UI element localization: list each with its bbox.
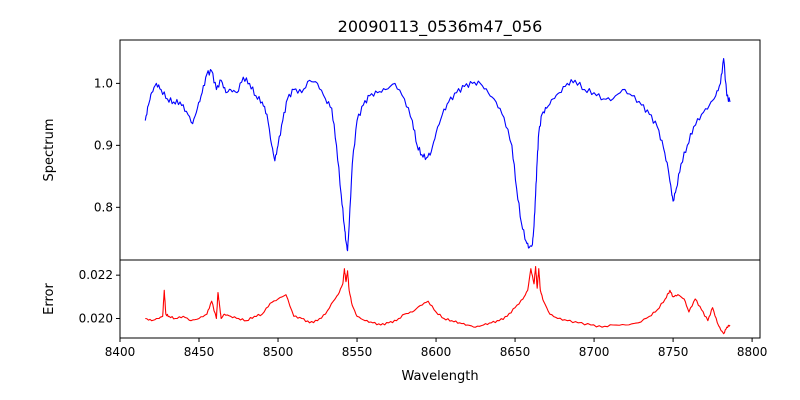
wavelength-x-ticks: 8400 8450 8500 8550 8600 8650 8700 8750 8800 bbox=[105, 338, 768, 359]
error-y-tick-label: 0.022 bbox=[79, 268, 113, 282]
x-tick-label: 8650 bbox=[500, 345, 531, 359]
error-axes-frame bbox=[119, 259, 761, 339]
spectrum-y-tick-label: 0.8 bbox=[94, 200, 113, 214]
error-series bbox=[145, 265, 731, 335]
spectrum-y-tick-label: 0.9 bbox=[94, 138, 113, 152]
error-y-tick-label: 0.020 bbox=[79, 312, 113, 326]
error-line bbox=[145, 265, 731, 335]
x-tick-label: 8400 bbox=[105, 345, 136, 359]
wavelength-x-label: Wavelength bbox=[401, 369, 478, 384]
x-tick-label: 8550 bbox=[342, 345, 373, 359]
x-tick-label: 8500 bbox=[263, 345, 294, 359]
spectrum-y-ticks: 0.8 0.9 1.0 bbox=[94, 76, 120, 214]
error-y-ticks: 0.020 0.022 bbox=[79, 268, 120, 326]
spectrum-y-label: Spectrum bbox=[42, 119, 57, 182]
x-tick-label: 8800 bbox=[737, 345, 768, 359]
x-tick-label: 8600 bbox=[421, 345, 452, 359]
x-tick-label: 8450 bbox=[184, 345, 215, 359]
x-tick-label: 8700 bbox=[579, 345, 610, 359]
error-y-label: Error bbox=[42, 283, 57, 315]
spectrum-line bbox=[144, 58, 731, 252]
spectrum-series bbox=[144, 58, 731, 252]
x-tick-label: 8750 bbox=[658, 345, 689, 359]
spectrum-y-tick-label: 1.0 bbox=[94, 76, 113, 90]
chart-title: 20090113_0536m47_056 bbox=[338, 17, 543, 37]
